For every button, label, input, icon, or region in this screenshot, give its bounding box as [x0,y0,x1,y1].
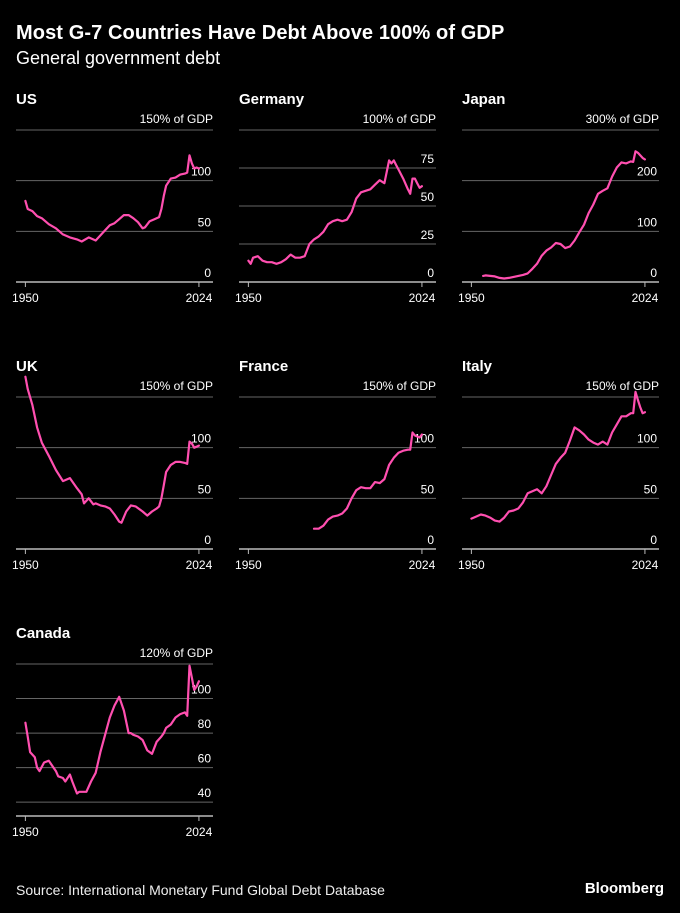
panel-title-germany: Germany [239,91,305,108]
y-tick-label: 100 [637,215,657,229]
debt-line-uk [24,375,200,524]
y-tick-label: 25 [421,228,435,242]
panel-title-uk: UK [16,358,38,375]
y-tick-label: 50 [421,190,435,204]
y-tick-label: 0 [650,266,657,280]
y-tick-label: 50 [198,215,212,229]
panel-title-italy: Italy [462,358,493,375]
x-tick-label: 2024 [409,291,436,305]
panel-france: France 150% of GDP 0 50 100 1950 2024 [235,358,436,572]
y-unit-label-japan: 300% of GDP [586,112,659,126]
panel-germany: Germany 100% of GDP 0 25 50 75 1950 2024 [235,91,436,305]
source-note: Source: International Monetary Fund Glob… [16,882,385,898]
y-unit-label-germany: 100% of GDP [363,112,436,126]
y-unit-label-italy: 150% of GDP [586,379,659,393]
y-tick-label: 60 [198,752,212,766]
y-tick-label: 100 [414,432,434,446]
y-unit-label-us: 150% of GDP [140,112,213,126]
panel-uk: UK 150% of GDP 0 50 100 1950 2024 [12,358,213,572]
y-tick-label: 100 [191,432,211,446]
y-unit-label-france: 150% of GDP [363,379,436,393]
x-tick-label: 1950 [458,291,485,305]
y-tick-label: 0 [650,533,657,547]
debt-line-us [24,154,200,243]
x-tick-label: 2024 [409,558,436,572]
y-tick-label: 50 [198,482,212,496]
page-subtitle: General government debt [16,48,221,68]
x-tick-label: 1950 [458,558,485,572]
y-tick-label: 0 [204,266,211,280]
debt-line-france [312,431,423,530]
y-tick-label: 40 [198,786,212,800]
y-tick-label: 80 [198,717,212,731]
x-tick-label: 2024 [632,558,659,572]
y-tick-label: 50 [421,482,435,496]
x-tick-label: 2024 [632,291,659,305]
y-unit-label-uk: 150% of GDP [140,379,213,393]
panel-title-us: US [16,91,37,108]
panel-japan: Japan 300% of GDP 0 100 200 1950 2024 [458,91,659,305]
x-tick-label: 1950 [235,291,262,305]
debt-line-japan [482,150,646,280]
y-unit-label-canada: 120% of GDP [140,646,213,660]
x-tick-label: 1950 [12,825,39,839]
panel-title-france: France [239,358,288,375]
debt-line-italy [470,390,646,523]
x-tick-label: 2024 [186,825,213,839]
y-tick-label: 75 [421,152,435,166]
y-tick-label: 0 [204,533,211,547]
brand-logo: Bloomberg [584,880,664,897]
y-tick-label: 100 [637,432,657,446]
y-tick-label: 50 [644,482,658,496]
x-tick-label: 2024 [186,558,213,572]
x-tick-label: 1950 [12,291,39,305]
x-tick-label: 1950 [12,558,39,572]
panel-title-canada: Canada [16,625,71,642]
y-tick-label: 200 [637,165,657,179]
x-tick-label: 1950 [235,558,262,572]
y-tick-label: 0 [427,533,434,547]
debt-line-canada [24,664,200,795]
page-title: Most G-7 Countries Have Debt Above 100% … [16,22,505,44]
panel-title-japan: Japan [462,91,505,108]
x-tick-label: 2024 [186,291,213,305]
debt-line-germany [247,159,423,265]
y-tick-label: 0 [427,266,434,280]
panel-italy: Italy 150% of GDP 0 50 100 1950 2024 [458,358,659,572]
